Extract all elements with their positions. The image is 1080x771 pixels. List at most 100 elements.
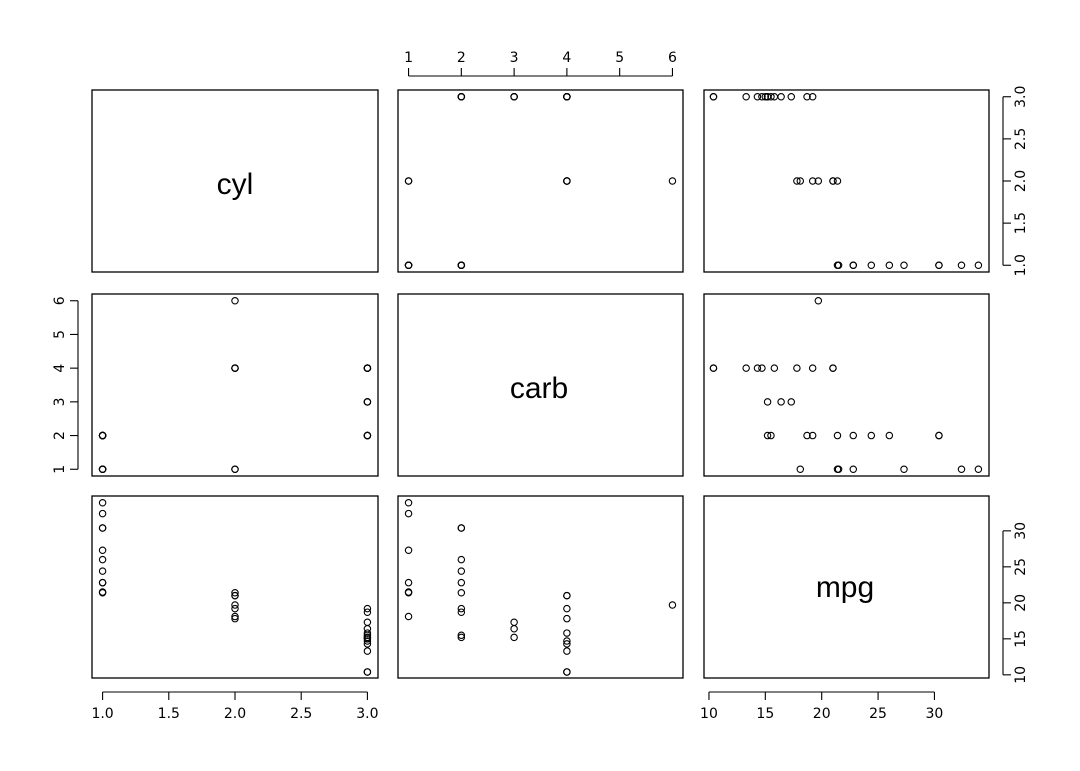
panel-mpg-vs-mpg: [703, 495, 990, 679]
point-mpg-vs-carb: [457, 633, 466, 642]
tick-label-carb: 4: [52, 364, 68, 373]
point-mpg-vs-cyl: [363, 608, 372, 616]
tick-label-mpg: 15: [756, 706, 774, 722]
point-carb-vs-mpg: [814, 296, 823, 305]
point-carb-vs-mpg: [796, 465, 805, 474]
point-cyl-vs-mpg: [885, 261, 894, 270]
point-carb-vs-cyl: [231, 296, 239, 305]
panel-cyl-vs-mpg: [703, 89, 990, 273]
point-mpg-vs-carb: [404, 546, 413, 555]
tick-label-mpg: 30: [926, 706, 944, 722]
point-carb-vs-cyl: [363, 431, 372, 440]
point-mpg-vs-cyl: [363, 647, 372, 655]
tick-label-cyl: 1.0: [91, 706, 113, 722]
point-cyl-vs-mpg: [829, 177, 837, 185]
panel-mpg-vs-carb: [397, 495, 684, 679]
tick-label-carb: 5: [615, 50, 624, 66]
point-mpg-vs-cyl: [363, 637, 372, 645]
tick-label-carb: 6: [52, 296, 68, 305]
point-carb-vs-mpg: [808, 431, 817, 440]
point-mpg-vs-carb: [457, 631, 466, 639]
point-cyl-vs-mpg: [833, 177, 842, 185]
point-mpg-vs-carb: [510, 618, 518, 627]
point-carb-vs-cyl: [363, 364, 372, 372]
panel-carb-vs-carb: [397, 293, 684, 477]
variable-labels: cyl carb mpg: [217, 168, 875, 604]
point-cyl-vs-mpg: [833, 261, 842, 270]
point-mpg-vs-cyl: [231, 612, 239, 621]
point-mpg-vs-carb: [457, 608, 466, 616]
panel-frames: [91, 89, 990, 679]
point-carb-vs-mpg: [763, 398, 772, 406]
point-mpg-vs-carb: [457, 604, 466, 613]
tick-label-mpg: 10: [700, 706, 718, 722]
point-mpg-vs-cyl: [363, 631, 372, 639]
point-mpg-vs-carb: [404, 612, 413, 621]
point-carb-vs-mpg: [808, 364, 817, 372]
point-carb-vs-cyl: [98, 431, 107, 440]
point-cyl-vs-mpg: [742, 92, 750, 101]
point-mpg-vs-cyl: [363, 668, 372, 676]
point-carb-vs-cyl: [98, 465, 107, 474]
axes: 1.0 1.5 2.0 2.5 3.0 10 15 20 25 30 1 2 3 4 5 6 1 2 3 4 5 6 1.0…: [52, 50, 1029, 722]
point-cyl-vs-mpg: [709, 92, 718, 101]
point-mpg-vs-cyl: [231, 591, 239, 600]
point-cyl-vs-mpg: [787, 92, 796, 101]
point-mpg-vs-carb: [563, 629, 571, 637]
point-mpg-vs-carb: [563, 647, 571, 655]
tick-label-cyl: 1.5: [158, 706, 180, 722]
tick-label-cyl: 3.0: [356, 706, 378, 722]
variable-label-carb: carb: [510, 372, 568, 405]
variable-label-mpg: mpg: [816, 571, 874, 604]
tick-label-carb: 1: [52, 465, 68, 474]
point-carb-vs-mpg: [935, 431, 943, 440]
panel-cyl-vs-cyl: [91, 89, 379, 273]
point-mpg-vs-cyl: [231, 589, 239, 597]
point-mpg-vs-carb: [563, 640, 571, 648]
point-cyl-vs-mpg: [808, 177, 817, 185]
point-carb-vs-mpg: [829, 364, 837, 372]
point-carb-vs-mpg: [770, 364, 779, 372]
tick-label-carb: 4: [562, 50, 571, 66]
panel-mpg-vs-cyl: [91, 495, 379, 679]
panel-carb-vs-cyl: [91, 293, 379, 477]
point-cyl-vs-carb: [404, 261, 413, 270]
point-carb-vs-mpg: [957, 465, 966, 474]
point-mpg-vs-carb: [457, 524, 466, 532]
point-mpg-vs-cyl: [98, 524, 107, 532]
point-mpg-vs-carb: [510, 625, 518, 633]
point-cyl-vs-carb: [510, 92, 518, 101]
tick-label-cyl: 3.0: [1013, 86, 1029, 108]
point-cyl-vs-mpg: [777, 92, 785, 101]
point-cyl-vs-carb: [563, 92, 571, 101]
point-cyl-vs-carb: [668, 177, 677, 185]
point-carb-vs-mpg: [803, 431, 811, 440]
point-cyl-vs-mpg: [753, 92, 762, 101]
tick-label-cyl: 2.0: [1013, 170, 1029, 192]
tick-label-mpg: 10: [1013, 666, 1029, 684]
point-cyl-vs-mpg: [758, 92, 766, 101]
point-carb-vs-mpg: [974, 465, 983, 474]
point-carb-vs-mpg: [753, 364, 762, 372]
tick-label-cyl: 2.5: [290, 706, 312, 722]
point-cyl-vs-carb: [563, 177, 571, 185]
tick-label-mpg: 30: [1013, 522, 1029, 540]
tick-label-mpg: 25: [869, 706, 887, 722]
point-mpg-vs-carb: [457, 578, 466, 587]
tick-label-carb: 2: [457, 50, 466, 66]
panel-carb-vs-mpg: [703, 293, 990, 477]
tick-label-cyl: 1.5: [1013, 212, 1029, 234]
point-cyl-vs-mpg: [935, 261, 943, 270]
point-carb-vs-mpg: [793, 364, 801, 372]
point-cyl-vs-mpg: [767, 92, 775, 101]
point-cyl-vs-mpg: [849, 261, 858, 270]
point-mpg-vs-cyl: [98, 589, 107, 597]
point-carb-vs-mpg: [777, 398, 785, 406]
point-mpg-vs-cyl: [363, 618, 372, 627]
point-cyl-vs-mpg: [803, 92, 811, 101]
point-mpg-vs-cyl: [231, 614, 239, 623]
tick-label-mpg: 15: [1013, 630, 1029, 648]
point-cyl-vs-mpg: [796, 177, 805, 185]
point-carb-vs-mpg: [849, 431, 858, 440]
point-mpg-vs-carb: [404, 499, 413, 507]
